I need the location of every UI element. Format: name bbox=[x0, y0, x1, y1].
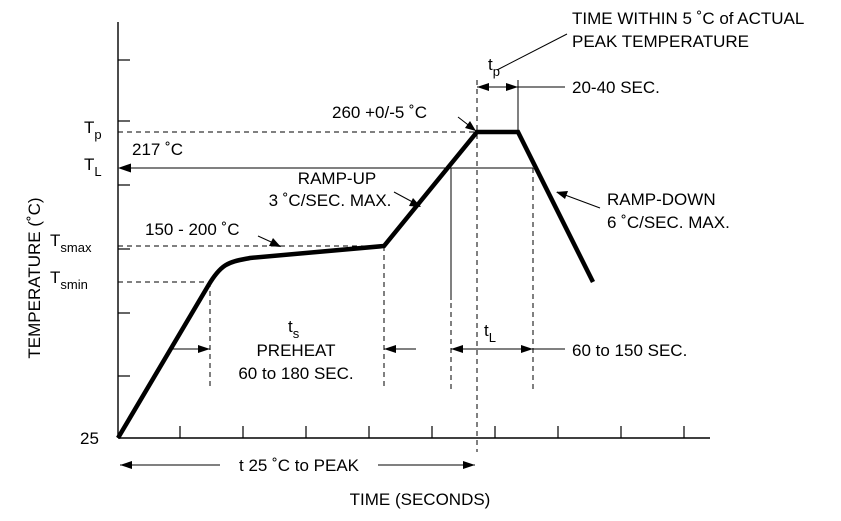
tp-arrow-right bbox=[506, 83, 518, 91]
soak-range-label: 150 - 200 ˚C bbox=[145, 220, 240, 239]
preheat-label-line2: 60 to 180 SEC. bbox=[238, 364, 353, 383]
x-ticks bbox=[179, 426, 685, 438]
total-time-arrow-right bbox=[463, 461, 475, 469]
ramp-up-label-line2: 3 ˚C/SEC. MAX. bbox=[269, 191, 392, 210]
tl-level-label: TL bbox=[84, 155, 102, 179]
preheat-label-line1: PREHEAT bbox=[256, 341, 335, 360]
y-origin-label: 25 bbox=[80, 429, 99, 448]
ramp-down-label-line2: 6 ˚C/SEC. MAX. bbox=[607, 213, 730, 232]
soak-pointer-head bbox=[269, 238, 281, 247]
ramp-down-label-line1: RAMP-DOWN bbox=[607, 190, 716, 209]
x-axis-label: TIME (SECONDS) bbox=[350, 490, 491, 509]
reflow-profile-curve bbox=[116, 129, 596, 440]
tp-arrow-left bbox=[477, 83, 489, 91]
tl-arrow-right bbox=[521, 345, 533, 353]
tp-time-label: tp bbox=[488, 55, 500, 79]
ts-right-arrowhead bbox=[384, 345, 396, 353]
tsmax-level-label: Tsmax bbox=[50, 231, 92, 255]
ramp-up-pointer-head bbox=[409, 198, 421, 207]
ramp-down-pointer-head bbox=[556, 191, 568, 199]
tp-duration-label: 20-40 SEC. bbox=[572, 78, 660, 97]
peak-window-pointer bbox=[496, 33, 568, 71]
peak-temp-label: 260 +0/-5 ˚C bbox=[332, 103, 427, 122]
tsmin-level-label: Tsmin bbox=[50, 268, 88, 292]
total-time-arrow-left bbox=[120, 461, 132, 469]
liquidus-temp-label: 217 ˚C bbox=[132, 140, 183, 159]
tp-level-label: Tp bbox=[84, 118, 102, 142]
peak-window-note-line1: TIME WITHIN 5 ˚C of ACTUAL bbox=[572, 9, 804, 28]
y-ticks bbox=[118, 59, 130, 377]
peak-window-note-line2: PEAK TEMPERATURE bbox=[572, 32, 749, 51]
ts-time-label: ts bbox=[288, 317, 300, 341]
tl-duration-label: 60 to 150 SEC. bbox=[572, 341, 687, 360]
y-axis-label: TEMPERATURE (˚C) bbox=[25, 197, 44, 358]
peak-temp-pointer-head bbox=[465, 121, 476, 131]
ts-left-arrowhead bbox=[198, 345, 210, 353]
ramp-up-label-line1: RAMP-UP bbox=[298, 169, 376, 188]
tl-arrowhead bbox=[118, 163, 131, 173]
total-time-label: t 25 ˚C to PEAK bbox=[239, 456, 360, 475]
tl-arrow-left bbox=[451, 345, 463, 353]
tl-time-label: tL bbox=[484, 321, 496, 345]
